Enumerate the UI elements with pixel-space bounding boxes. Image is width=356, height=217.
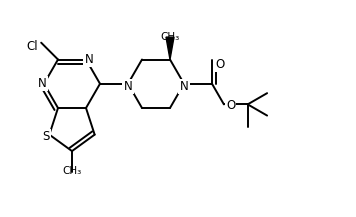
Text: N: N (38, 77, 46, 90)
Text: Cl: Cl (27, 40, 38, 53)
Text: S: S (43, 130, 50, 143)
Text: O: O (215, 58, 224, 71)
Text: N: N (180, 80, 188, 93)
Text: O: O (226, 99, 235, 112)
Text: CH₃: CH₃ (62, 166, 82, 176)
Text: N: N (85, 53, 93, 66)
Text: N: N (124, 80, 132, 93)
Polygon shape (166, 37, 174, 59)
Text: CH₃: CH₃ (160, 32, 180, 42)
